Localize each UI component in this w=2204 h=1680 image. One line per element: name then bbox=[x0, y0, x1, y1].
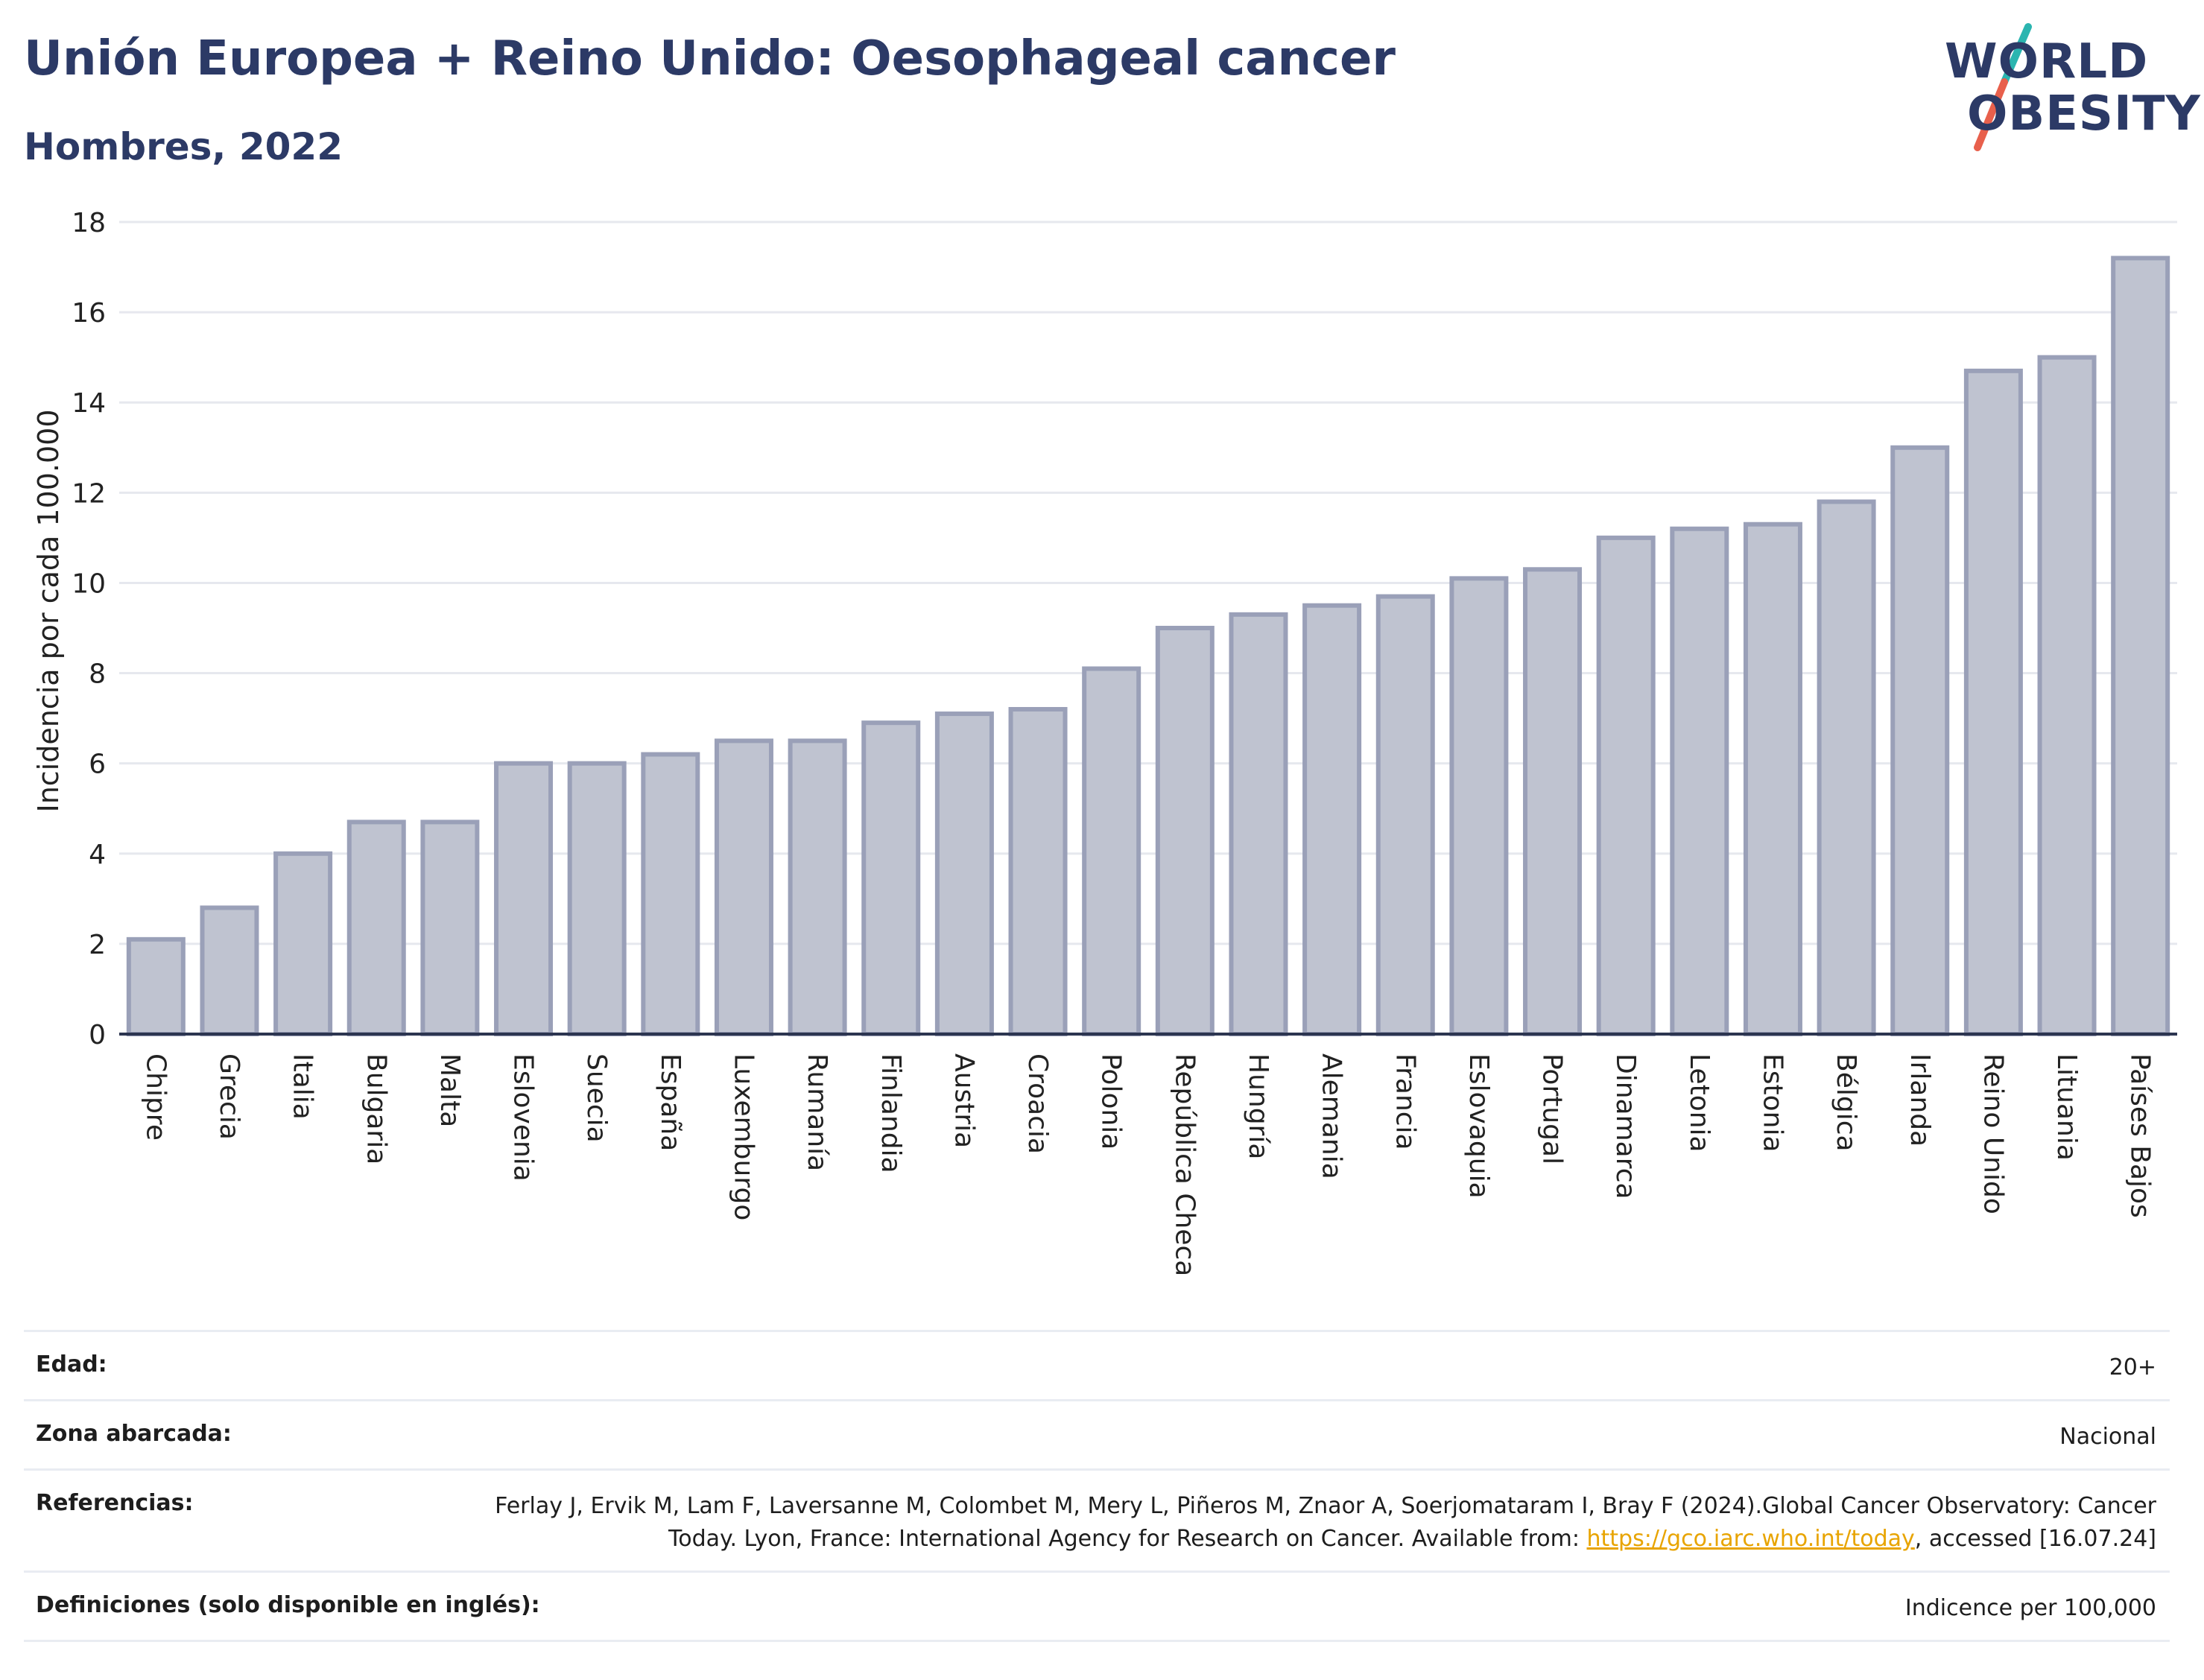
x-tick-label: Hungría bbox=[1243, 1053, 1273, 1159]
y-tick-label: 12 bbox=[72, 478, 106, 509]
x-tick-label: Luxemburgo bbox=[728, 1053, 759, 1220]
bar[interactable] bbox=[1743, 522, 1802, 1036]
x-tick-label: Francia bbox=[1390, 1053, 1420, 1150]
info-row-zona: Zona abarcada: Nacional bbox=[24, 1399, 2170, 1468]
zona-value: Nacional bbox=[2059, 1424, 2156, 1450]
bar[interactable] bbox=[788, 738, 847, 1037]
bar[interactable] bbox=[714, 738, 773, 1037]
referencias-text-1: Ferlay J, Ervik M, Lam F, Laversanne M, … bbox=[495, 1493, 2156, 1552]
bar[interactable] bbox=[1523, 567, 1583, 1036]
y-tick-label: 2 bbox=[89, 930, 106, 960]
y-tick-label: 18 bbox=[72, 208, 106, 238]
bar[interactable] bbox=[1817, 499, 1876, 1036]
bar[interactable] bbox=[1596, 535, 1656, 1036]
x-tick-label: Eslovaquia bbox=[1463, 1053, 1494, 1199]
bar[interactable] bbox=[273, 851, 333, 1036]
x-tick-label: Suecia bbox=[581, 1053, 612, 1143]
x-tick-label: Alemania bbox=[1317, 1053, 1347, 1179]
axes: 0 2 4 6 8 10 12 14 16 18 Chipre Grecia Italia Bulgari… bbox=[72, 208, 2177, 1276]
zona-label: Zona abarcada: bbox=[36, 1421, 232, 1447]
logo-line2: OBESITY bbox=[1967, 86, 2201, 142]
y-tick-label: 14 bbox=[72, 388, 106, 419]
x-tick-label: Estonia bbox=[1757, 1053, 1787, 1153]
x-tick-label: Bélgica bbox=[1831, 1053, 1861, 1152]
bar[interactable] bbox=[1302, 603, 1362, 1036]
bar-chart: 0 2 4 6 8 10 12 14 16 18 Chipre Grecia Italia Bulgari… bbox=[32, 208, 2177, 1276]
bar[interactable] bbox=[1449, 576, 1509, 1036]
bar[interactable] bbox=[1229, 612, 1288, 1036]
info-table: Edad: 20+ Zona abarcada: Nacional Refere… bbox=[24, 1330, 2170, 1642]
x-tick-label: Malta bbox=[434, 1053, 465, 1127]
definiciones-label: Definiciones (solo disponible en inglés)… bbox=[36, 1592, 540, 1618]
y-tick-label: 16 bbox=[72, 298, 106, 329]
x-tick-label: Lituania bbox=[2051, 1053, 2082, 1161]
y-tick-label: 6 bbox=[89, 749, 106, 780]
definiciones-value: Indicence per 100,000 bbox=[1904, 1595, 2156, 1621]
y-tick-label: 0 bbox=[89, 1020, 106, 1050]
bar[interactable] bbox=[1375, 594, 1435, 1036]
bar[interactable] bbox=[861, 720, 921, 1037]
bar[interactable] bbox=[420, 820, 480, 1037]
bar[interactable] bbox=[200, 905, 259, 1037]
bar[interactable] bbox=[1670, 526, 1729, 1036]
x-tick-label: Letonia bbox=[1684, 1053, 1714, 1153]
x-tick-label: Irlanda bbox=[1904, 1053, 1935, 1147]
info-row-definiciones: Definiciones (solo disponible en inglés)… bbox=[24, 1570, 2170, 1642]
bar[interactable] bbox=[494, 761, 554, 1037]
y-tick-label: 8 bbox=[89, 659, 106, 690]
referencias-link[interactable]: https://gco.iarc.who.int/today bbox=[1586, 1526, 1915, 1552]
world-obesity-logo[interactable]: WORLD OBESITY bbox=[1945, 22, 2200, 156]
bar[interactable] bbox=[641, 752, 700, 1036]
x-tick-label: Rumanía bbox=[802, 1053, 832, 1171]
y-tick-label: 4 bbox=[89, 840, 106, 870]
x-tick-label: Dinamarca bbox=[1610, 1053, 1641, 1199]
bar[interactable] bbox=[2037, 355, 2097, 1036]
x-tick-label: Eslovenia bbox=[508, 1053, 539, 1182]
info-row-edad: Edad: 20+ bbox=[24, 1330, 2170, 1399]
bar[interactable] bbox=[934, 711, 994, 1036]
bar[interactable] bbox=[567, 761, 627, 1037]
bar[interactable] bbox=[1155, 626, 1215, 1036]
bar[interactable] bbox=[1963, 368, 2023, 1037]
x-tick-label: Polonia bbox=[1096, 1053, 1127, 1150]
edad-value: 20+ bbox=[2109, 1354, 2156, 1381]
x-tick-label: Chipre bbox=[140, 1053, 171, 1141]
bars bbox=[126, 256, 2170, 1037]
y-axis-label: Incidencia por cada 100.000 bbox=[32, 409, 65, 812]
x-tick-label: Países Bajos bbox=[2125, 1053, 2156, 1218]
chart-title: Unión Europea + Reino Unido: Oesophageal… bbox=[24, 31, 1396, 86]
x-tick-label: España bbox=[655, 1053, 685, 1151]
x-tick-label: Finlandia bbox=[875, 1053, 906, 1173]
logo-line1: WORLD bbox=[1945, 34, 2149, 89]
bar[interactable] bbox=[2111, 256, 2170, 1036]
x-tick-label: Croacia bbox=[1022, 1053, 1053, 1154]
x-tick-label: Portugal bbox=[1537, 1053, 1568, 1164]
edad-label: Edad: bbox=[36, 1351, 107, 1378]
bar[interactable] bbox=[126, 936, 186, 1036]
y-tick-label: 10 bbox=[72, 568, 106, 599]
bar[interactable] bbox=[1890, 445, 1950, 1036]
referencias-value: Ferlay J, Ervik M, Lam F, Laversanne M, … bbox=[443, 1490, 2156, 1556]
x-tick-label: Grecia bbox=[214, 1053, 244, 1140]
x-tick-label: Reino Unido bbox=[1977, 1053, 2008, 1214]
referencias-text-2: , accessed [16.07.24] bbox=[1914, 1526, 2156, 1552]
x-tick-label: Austria bbox=[949, 1053, 979, 1148]
bar[interactable] bbox=[346, 820, 406, 1037]
chart-subtitle: Hombres, 2022 bbox=[24, 125, 343, 168]
x-tick-label: República Checa bbox=[1169, 1053, 1200, 1276]
info-row-referencias: Referencias: Ferlay J, Ervik M, Lam F, L… bbox=[24, 1468, 2170, 1570]
bar[interactable] bbox=[1008, 707, 1068, 1036]
logo-slash-icon bbox=[1974, 23, 2032, 151]
bar[interactable] bbox=[1082, 666, 1141, 1036]
x-tick-label: Italia bbox=[288, 1053, 318, 1120]
referencias-label: Referencias: bbox=[36, 1490, 194, 1516]
x-tick-label: Bulgaria bbox=[361, 1053, 391, 1164]
